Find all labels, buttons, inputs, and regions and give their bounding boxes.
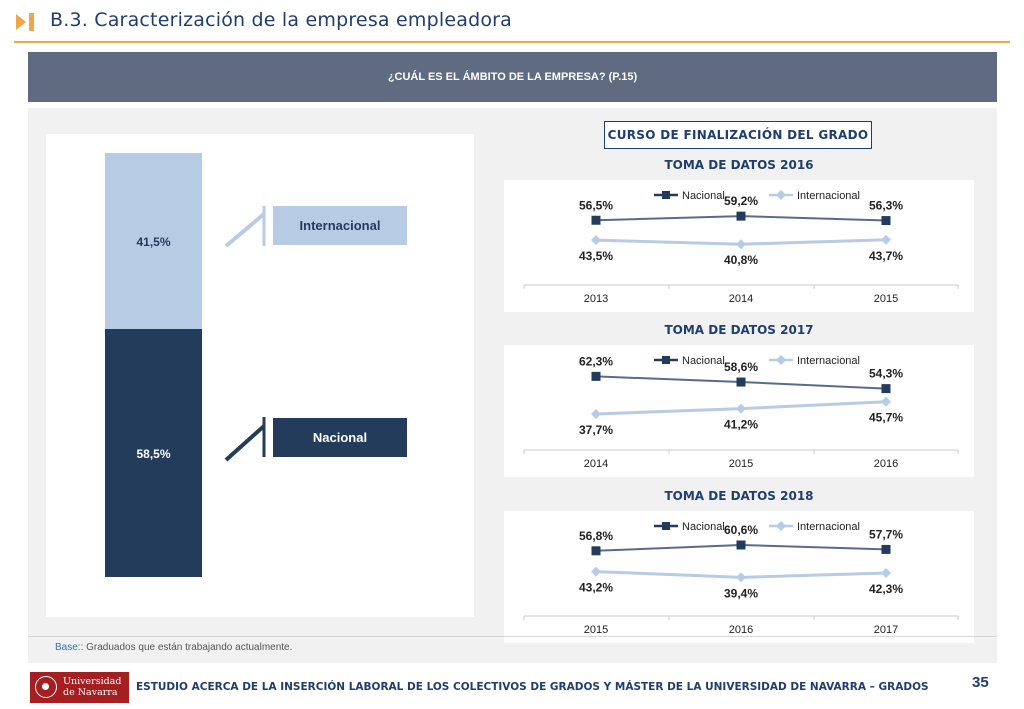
data-label-internacional: 43,7% [869,249,903,263]
data-label-nacional: 56,8% [579,529,613,543]
point-nacional [736,377,746,387]
legend-label-internacional: Internacional [797,190,860,202]
point-internacional [591,408,601,419]
point-internacional [881,234,891,245]
footer-text: ESTUDIO ACERCA DE LA INSERCIÓN LABORAL D… [136,681,929,693]
x-tick-label: 2014 [729,293,753,305]
data-label-internacional: 41,2% [724,418,758,432]
base-note: Base:: Graduados que están trabajando ac… [55,642,292,653]
data-label-nacional: 59,2% [724,194,758,208]
header: B.3. Caracterización de la empresa emple… [0,0,1024,44]
line-chart-2018: Nacional Internacional 2015 2016 2017 56,8% 60… [504,511,974,643]
bar-label-nacional: 58,5% [136,447,171,461]
question-text: ¿CUÁL ES EL ÁMBITO DE LA EMPRESA? (P.15) [387,71,638,83]
data-label-nacional: 54,3% [869,367,903,381]
legend-marker-nacional [662,356,670,364]
legend-marker-internacional [776,521,786,531]
point-nacional [881,544,891,554]
title-divider [14,41,1010,43]
legend-marker-nacional [662,522,670,530]
data-label-nacional: 57,7% [869,527,903,541]
point-nacional [591,546,601,556]
base-text: : Graduados que están trabajando actualm… [80,642,293,653]
x-tick-label: 2015 [874,293,898,305]
chart-title-2016: TOMA DE DATOS 2016 [664,158,814,172]
course-label-box: CURSO DE FINALIZACIÓN DEL GRADO [604,121,872,149]
point-internacional [736,239,746,250]
logo-line-1: Universidad [63,676,122,687]
legend-marker-internacional [776,355,786,365]
orange-bar-arrow-icon [16,13,34,31]
data-label-internacional: 40,8% [724,253,758,267]
page-title: B.3. Caracterización de la empresa emple… [50,9,513,31]
x-tick-label: 2014 [584,458,608,470]
line-chart-2017: Nacional Internacional 2014 2015 2016 62,3% 58… [504,345,974,477]
data-label-nacional: 60,6% [724,523,758,537]
point-internacional [591,235,601,246]
line-chart-svg: Nacional Internacional 2014 2015 2016 62,3% 58… [523,354,959,470]
data-label-nacional: 56,3% [869,199,903,213]
legend-label-internacional: Internacional [797,521,860,533]
point-nacional [881,216,891,226]
x-tick-label: 2015 [729,458,753,470]
point-internacional [881,567,891,578]
university-logo: Universidad de Navarra [30,672,129,703]
page-number: 35 [972,674,989,691]
data-label-internacional: 39,4% [724,586,758,600]
point-nacional [591,215,601,225]
stacked-bar-chart: 41,5% 58,5% Internacional Nacional [46,134,474,617]
data-label-internacional: 37,7% [579,423,613,437]
x-tick-label: 2013 [584,293,608,305]
x-tick-label: 2016 [874,458,898,470]
data-label-nacional: 62,3% [579,354,613,368]
x-tick-label: 2016 [729,624,753,636]
point-internacional [736,403,746,414]
legend-label-nacional: Nacional [682,521,725,533]
data-label-nacional: 56,5% [579,198,613,212]
legend-marker-nacional [662,191,670,199]
point-internacional [736,572,746,583]
point-nacional [736,540,746,550]
x-tick-label: 2015 [584,624,608,636]
legend-label-nacional: Nacional [682,355,725,367]
seal-icon [35,676,57,698]
point-nacional [736,211,746,221]
base-label: Base: [55,642,81,653]
chart-title-2018: TOMA DE DATOS 2018 [664,489,814,503]
legend-marker-internacional [776,190,786,200]
point-internacional [591,566,601,577]
line-chart-svg: Nacional Internacional 2015 2016 2017 56,8% 60… [523,521,959,636]
course-label: CURSO DE FINALIZACIÓN DEL GRADO [607,128,869,142]
data-label-internacional: 42,3% [869,582,903,596]
point-nacional [881,384,891,394]
legend-internacional: Internacional [273,206,407,245]
data-label-internacional: 45,7% [869,411,903,425]
question-banner: ¿CUÁL ES EL ÁMBITO DE LA EMPRESA? (P.15) [28,52,997,102]
legend-label-nacional: Nacional [682,190,725,202]
x-tick-label: 2017 [874,624,898,636]
data-label-internacional: 43,2% [579,581,613,595]
chart-title-2017: TOMA DE DATOS 2017 [664,323,814,337]
line-chart-svg: Nacional Internacional 2013 2014 2015 56,5% 59… [523,190,959,305]
legend-nacional: Nacional [273,418,407,457]
data-label-nacional: 58,6% [724,360,758,374]
line-chart-2016: Nacional Internacional 2013 2014 2015 56,5% 59… [504,180,974,312]
leader-lines [224,206,266,462]
legend-label-internacional: Internacional [797,355,860,367]
bar-label-internacional: 41,5% [136,235,171,249]
logo-line-2: de Navarra [63,687,118,698]
bar-segment-internacional [105,153,202,329]
point-nacional [591,371,601,381]
data-label-internacional: 43,5% [579,249,613,263]
bar-segment-nacional [105,329,202,577]
note-divider [28,636,997,637]
point-internacional [881,396,891,407]
